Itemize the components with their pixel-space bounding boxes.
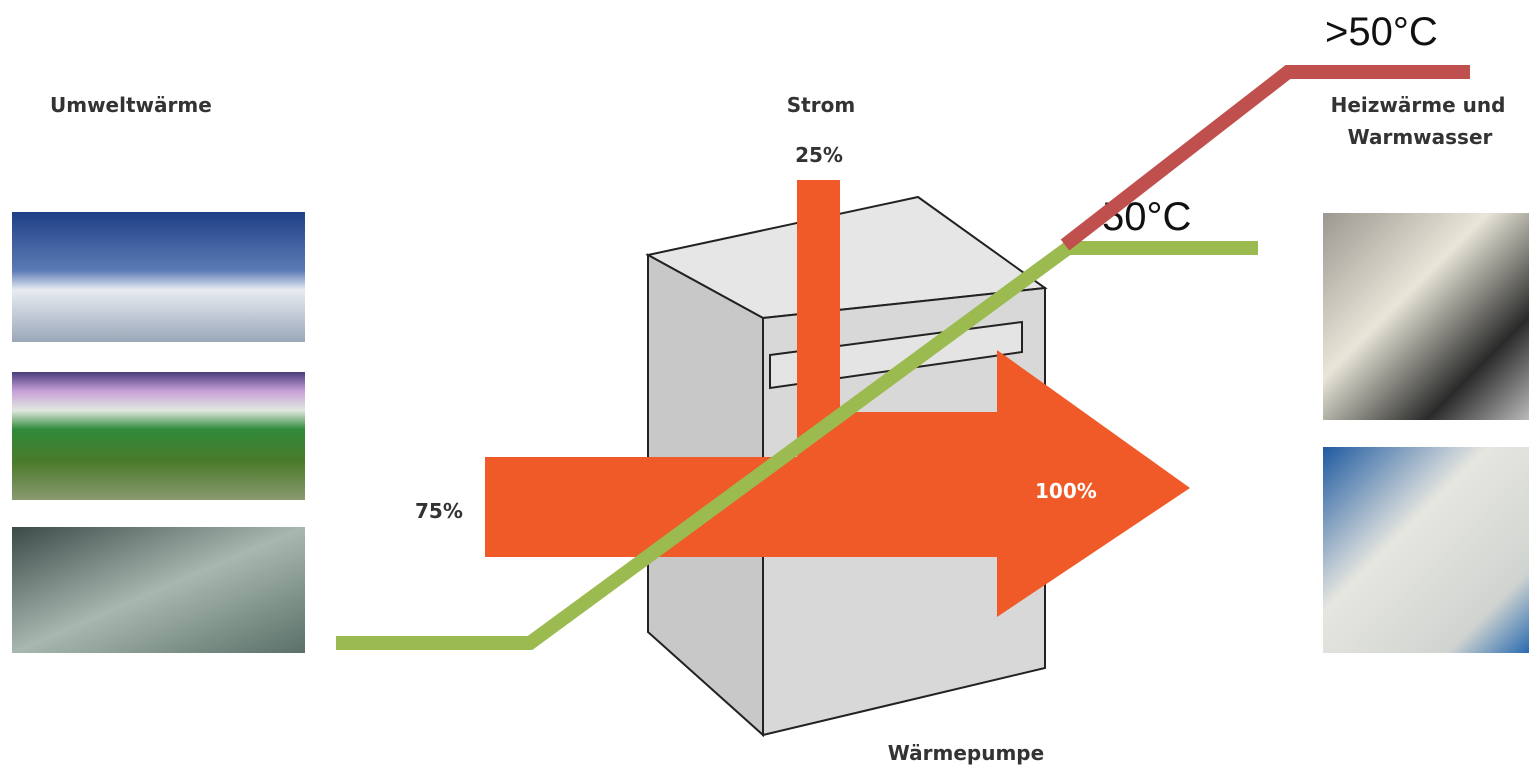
photo-shower (1323, 447, 1529, 653)
red-line (1060, 65, 1470, 251)
energy-arrow (485, 180, 1190, 617)
photo-clouds (12, 212, 305, 342)
label-total: 100% (1035, 479, 1097, 503)
green-line (336, 241, 1258, 650)
temp-high: >50°C (1325, 10, 1438, 54)
photo-meadow (12, 372, 305, 500)
photo-water (12, 527, 305, 653)
label-env-share: 75% (415, 499, 463, 523)
label-source: Umweltwärme (50, 93, 212, 117)
photo-thermostat (1323, 213, 1529, 420)
label-output: Heizwärme und (1331, 93, 1506, 117)
label-power: Strom (787, 93, 855, 117)
label-power-share: 25% (795, 143, 843, 167)
label-output: Warmwasser (1348, 125, 1493, 149)
label-device: Wärmepumpe (888, 741, 1044, 765)
